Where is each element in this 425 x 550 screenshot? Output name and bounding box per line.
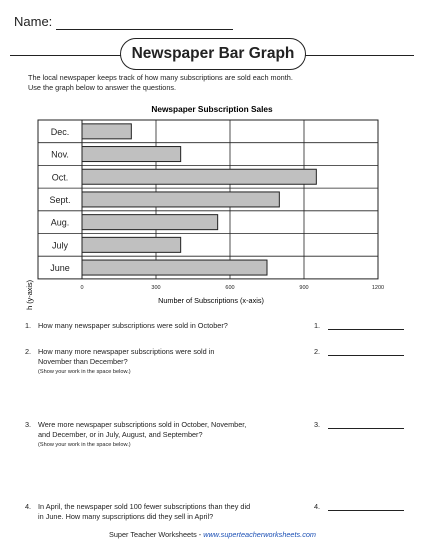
category-label: July xyxy=(52,240,69,250)
question-line: How many more newspaper subscriptions we… xyxy=(38,347,215,356)
bar xyxy=(81,123,132,140)
bar xyxy=(81,191,280,208)
answer-blank[interactable] xyxy=(328,510,404,511)
question-line: November than December? xyxy=(38,357,128,366)
name-label: Name: xyxy=(14,14,53,29)
question-number: 3. xyxy=(25,420,32,429)
category-label: June xyxy=(50,263,70,273)
question-line: Were more newspaper subscriptions sold i… xyxy=(38,420,247,429)
chart-title: Newspaper Subscription Sales xyxy=(151,104,273,114)
x-tick-label: 900 xyxy=(299,285,308,291)
category-label: Aug. xyxy=(51,218,70,228)
bar-chart: Newspaper Subscription Sales Dec. Nov. Oct… xyxy=(25,104,384,310)
footer-link[interactable]: www.superteacherworksheets.com xyxy=(203,530,316,539)
question-text: How many newspaper subscriptions were so… xyxy=(38,321,300,331)
intro-line: The local newspaper keeps track of how m… xyxy=(28,73,293,82)
x-tick-label: 300 xyxy=(151,285,160,291)
question-number: 1. xyxy=(25,321,32,330)
bar xyxy=(81,146,182,163)
bar xyxy=(81,259,268,276)
question-line: In April, the newspaper sold 100 fewer s… xyxy=(38,502,251,511)
answer-number: 2. xyxy=(314,347,321,356)
name-blank-line xyxy=(56,29,233,30)
question-number: 2. xyxy=(25,347,32,356)
page-title: Newspaper Bar Graph xyxy=(120,38,306,70)
answer-blank[interactable] xyxy=(328,355,404,356)
intro-line: Use the graph below to answer the questi… xyxy=(28,83,177,92)
bar xyxy=(81,236,182,253)
y-axis-label: Month (y-axis) xyxy=(25,280,34,310)
footer: Super Teacher Worksheets - www.superteac… xyxy=(0,530,425,539)
question-line: How many newspaper subscriptions were so… xyxy=(38,321,228,330)
question-note: (Show your work in the space below.) xyxy=(38,369,131,375)
answer-blank[interactable] xyxy=(328,329,404,330)
question-number: 4. xyxy=(25,502,32,511)
answer-number: 3. xyxy=(314,420,321,429)
question-line: and December, or in July, August, and Se… xyxy=(38,430,203,439)
question-text: In April, the newspaper sold 100 fewer s… xyxy=(38,502,310,522)
category-label: Dec. xyxy=(51,127,70,137)
category-label: Oct. xyxy=(52,172,69,182)
x-tick-label: 600 xyxy=(225,285,234,291)
intro-text: The local newspaper keeps track of how m… xyxy=(28,73,408,93)
chart-body: Dec. Nov. Oct. Sept. Aug. July June 0 300 600 900 1… xyxy=(37,119,384,291)
x-tick-label: 0 xyxy=(80,285,83,291)
bar xyxy=(81,214,219,231)
answer-number: 4. xyxy=(314,502,321,511)
footer-text: Super Teacher Worksheets - xyxy=(109,530,204,539)
x-axis-label: Number of Subscriptions (x-axis) xyxy=(158,296,264,305)
answer-number: 1. xyxy=(314,321,321,330)
question-line: in June. How many supscriptions did they… xyxy=(38,512,214,521)
question-text: How many more newspaper subscriptions we… xyxy=(38,347,303,377)
category-label: Nov. xyxy=(51,150,69,160)
chart-frame xyxy=(37,119,379,280)
answer-blank[interactable] xyxy=(328,428,404,429)
question-note: (Show your work in the space below.) xyxy=(38,442,131,448)
bar xyxy=(81,168,317,185)
x-tick-label: 1200 xyxy=(372,285,384,291)
question-text: Were more newspaper subscriptions sold i… xyxy=(38,420,308,450)
category-label: Sept. xyxy=(49,195,70,205)
